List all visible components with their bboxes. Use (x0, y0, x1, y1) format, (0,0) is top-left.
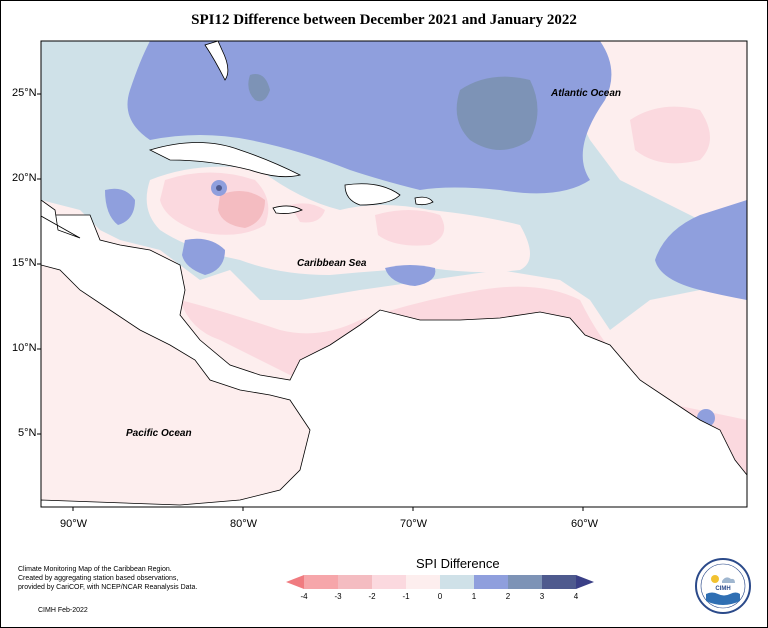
date-note: CIMH Feb-2022 (38, 607, 88, 614)
legend-title: SPI Difference (416, 556, 500, 571)
colorbar-tick-label: -4 (300, 592, 308, 601)
land-central-south-america (41, 214, 747, 507)
colorbar-segment (474, 575, 508, 589)
colorbar-tick-label: -2 (368, 592, 376, 601)
colorbar-segment (542, 575, 576, 589)
blue-patch-west-caribbean (182, 238, 225, 275)
lat-label-10n: 10°N (12, 342, 37, 354)
lon-label-90w: 90°W (60, 518, 88, 530)
colorbar-segment (406, 575, 440, 589)
credits-line-2: Created by aggregating station based obs… (18, 575, 179, 582)
blue-patch-central-caribbean (385, 265, 436, 286)
colorbar-tick-label: 0 (438, 592, 443, 601)
colorbar-legend: -4 -3 -2 -1 0 1 2 3 4 (286, 575, 594, 601)
colorbar-segment (440, 575, 474, 589)
map-title: SPI12 Difference between December 2021 a… (191, 12, 577, 28)
credits-text: Climate Monitoring Map of the Caribbean … (18, 565, 197, 592)
red-patch-cuba (218, 191, 265, 228)
label-atlantic-ocean: Atlantic Ocean (551, 88, 622, 99)
cimh-logo-icon: CIMH (695, 558, 751, 614)
logo-text: CIMH (715, 586, 730, 592)
blue-region-east (655, 200, 747, 300)
credits-line-3: provided by CariCOF, with NCEP/NCAR Rean… (18, 584, 198, 591)
axis-ticks (37, 93, 584, 511)
pink-patch-hispaniola (375, 210, 445, 246)
lon-label-70w: 70°W (400, 518, 428, 530)
label-pacific-ocean: Pacific Ocean (126, 428, 192, 439)
blue-patch-yucatan (105, 188, 135, 225)
colorbar-segment (304, 575, 338, 589)
colorbar-segment (338, 575, 372, 589)
label-caribbean-sea: Caribbean Sea (297, 258, 367, 269)
lat-label-25n: 25°N (12, 87, 37, 99)
darker-blue-patch (456, 76, 538, 150)
map-border (40, 40, 748, 508)
land-mexico (41, 199, 81, 239)
darker-blue-patch-2 (248, 74, 270, 102)
land-cuba (148, 142, 302, 178)
lon-label-80w: 80°W (230, 518, 258, 530)
colorbar-tick-label: -3 (334, 592, 342, 601)
colorbar-tick-label: 2 (506, 592, 511, 601)
colorbar-arrow-low (286, 575, 304, 589)
dark-spot-cayman (216, 185, 222, 191)
land-jamaica (272, 205, 303, 214)
lat-label-20n: 20°N (12, 172, 37, 184)
lat-label-5n: 5°N (18, 427, 37, 439)
land-florida (204, 41, 229, 81)
colorbar-tick-label: 4 (574, 592, 579, 601)
colorbar-tick-label: -1 (402, 592, 410, 601)
lon-label-60w: 60°W (571, 518, 599, 530)
colorbar-arrow-high (576, 575, 594, 589)
colorbar-tick-label: 1 (472, 592, 477, 601)
colorbar-segment (508, 575, 542, 589)
credits-line-1: Climate Monitoring Map of the Caribbean … (18, 566, 172, 573)
colorbar-tick-label: 3 (540, 592, 545, 601)
colorbar-segment (372, 575, 406, 589)
lat-label-15n: 15°N (12, 257, 37, 269)
land-puerto-rico (414, 196, 434, 206)
pink-patch-atlantic (630, 106, 710, 164)
land-hispaniola (344, 183, 401, 206)
